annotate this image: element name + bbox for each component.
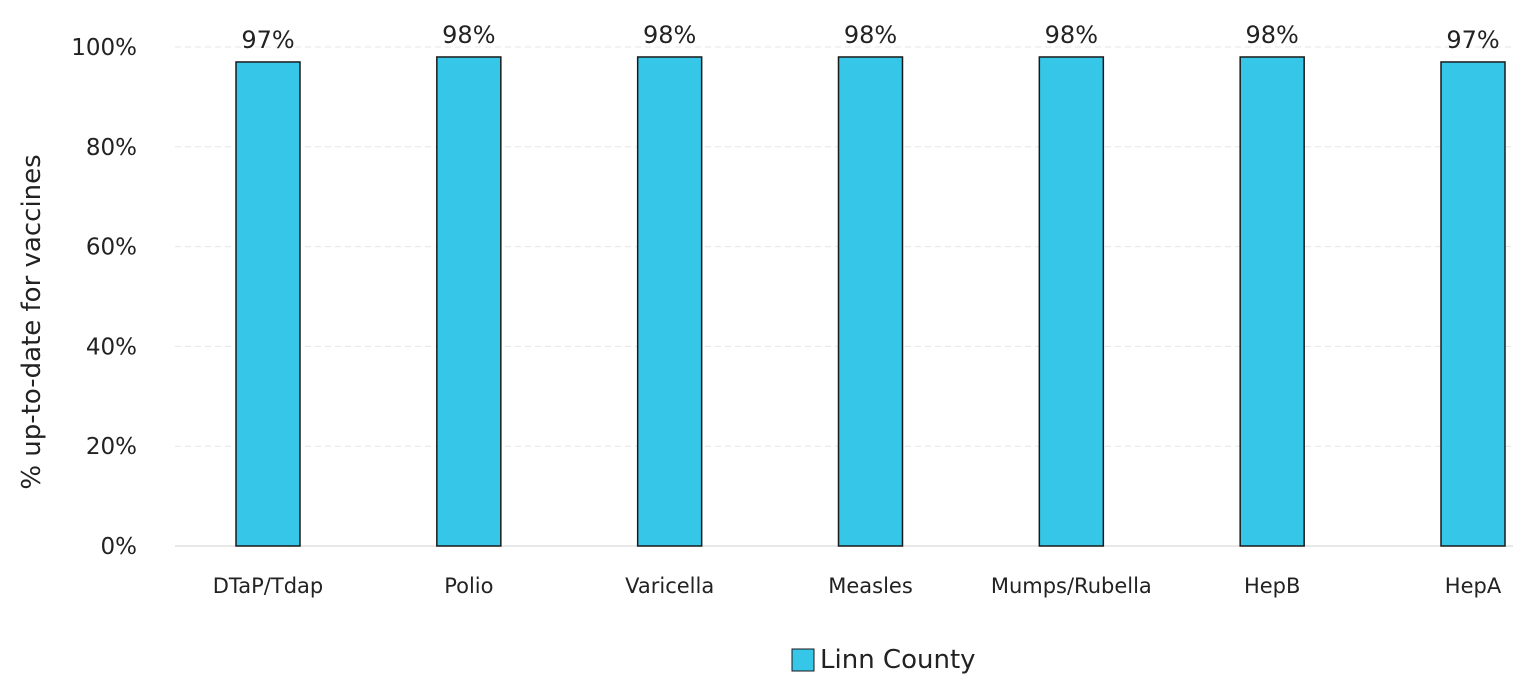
legend-label-linn-county: Linn County — [820, 645, 976, 675]
x-tick-label: HepA — [1445, 574, 1502, 598]
x-tick-label: Polio — [444, 574, 493, 598]
x-tick-label: DTaP/Tdap — [213, 574, 324, 598]
y-axis-title: % up-to-date for vaccines — [17, 154, 47, 489]
legend-swatch-linn-county — [791, 648, 815, 672]
y-axis-ticks: 0% 20% 40% 60% 80% 100% — [71, 35, 137, 560]
y-tick-label: 100% — [71, 35, 137, 61]
bars — [235, 56, 1506, 547]
data-label: 98% — [1245, 21, 1298, 49]
x-axis-ticks: DTaP/Tdap Polio Varicella Measles Mumps/Rube… — [213, 574, 1502, 598]
y-tick-label: 0% — [101, 534, 138, 560]
data-label: 98% — [442, 21, 495, 49]
y-tick-label: 80% — [86, 135, 137, 161]
data-label: 98% — [844, 21, 897, 49]
data-label: 98% — [1045, 21, 1098, 49]
legend: Linn County — [791, 645, 976, 675]
y-tick-label: 60% — [86, 235, 137, 261]
bar-mumps-rubella — [1038, 56, 1105, 547]
bar-hepb — [1239, 56, 1305, 547]
data-labels: 97% 98% 98% 98% 98% 98% 97% — [241, 21, 1499, 54]
data-label: 97% — [1446, 26, 1499, 54]
bar-hepa — [1440, 61, 1506, 547]
bar-varicella — [636, 56, 703, 547]
x-tick-label: Measles — [828, 574, 913, 598]
data-label: 97% — [241, 26, 294, 54]
data-label: 98% — [643, 21, 696, 49]
bar-polio — [436, 56, 502, 547]
bar-dtap-tdap — [235, 61, 301, 547]
x-tick-label: Varicella — [625, 574, 714, 598]
bar-measles — [837, 56, 904, 547]
x-tick-label: HepB — [1244, 574, 1300, 598]
y-tick-label: 40% — [86, 334, 137, 360]
y-tick-label: 20% — [86, 434, 137, 460]
x-tick-label: Mumps/Rubella — [991, 574, 1152, 598]
